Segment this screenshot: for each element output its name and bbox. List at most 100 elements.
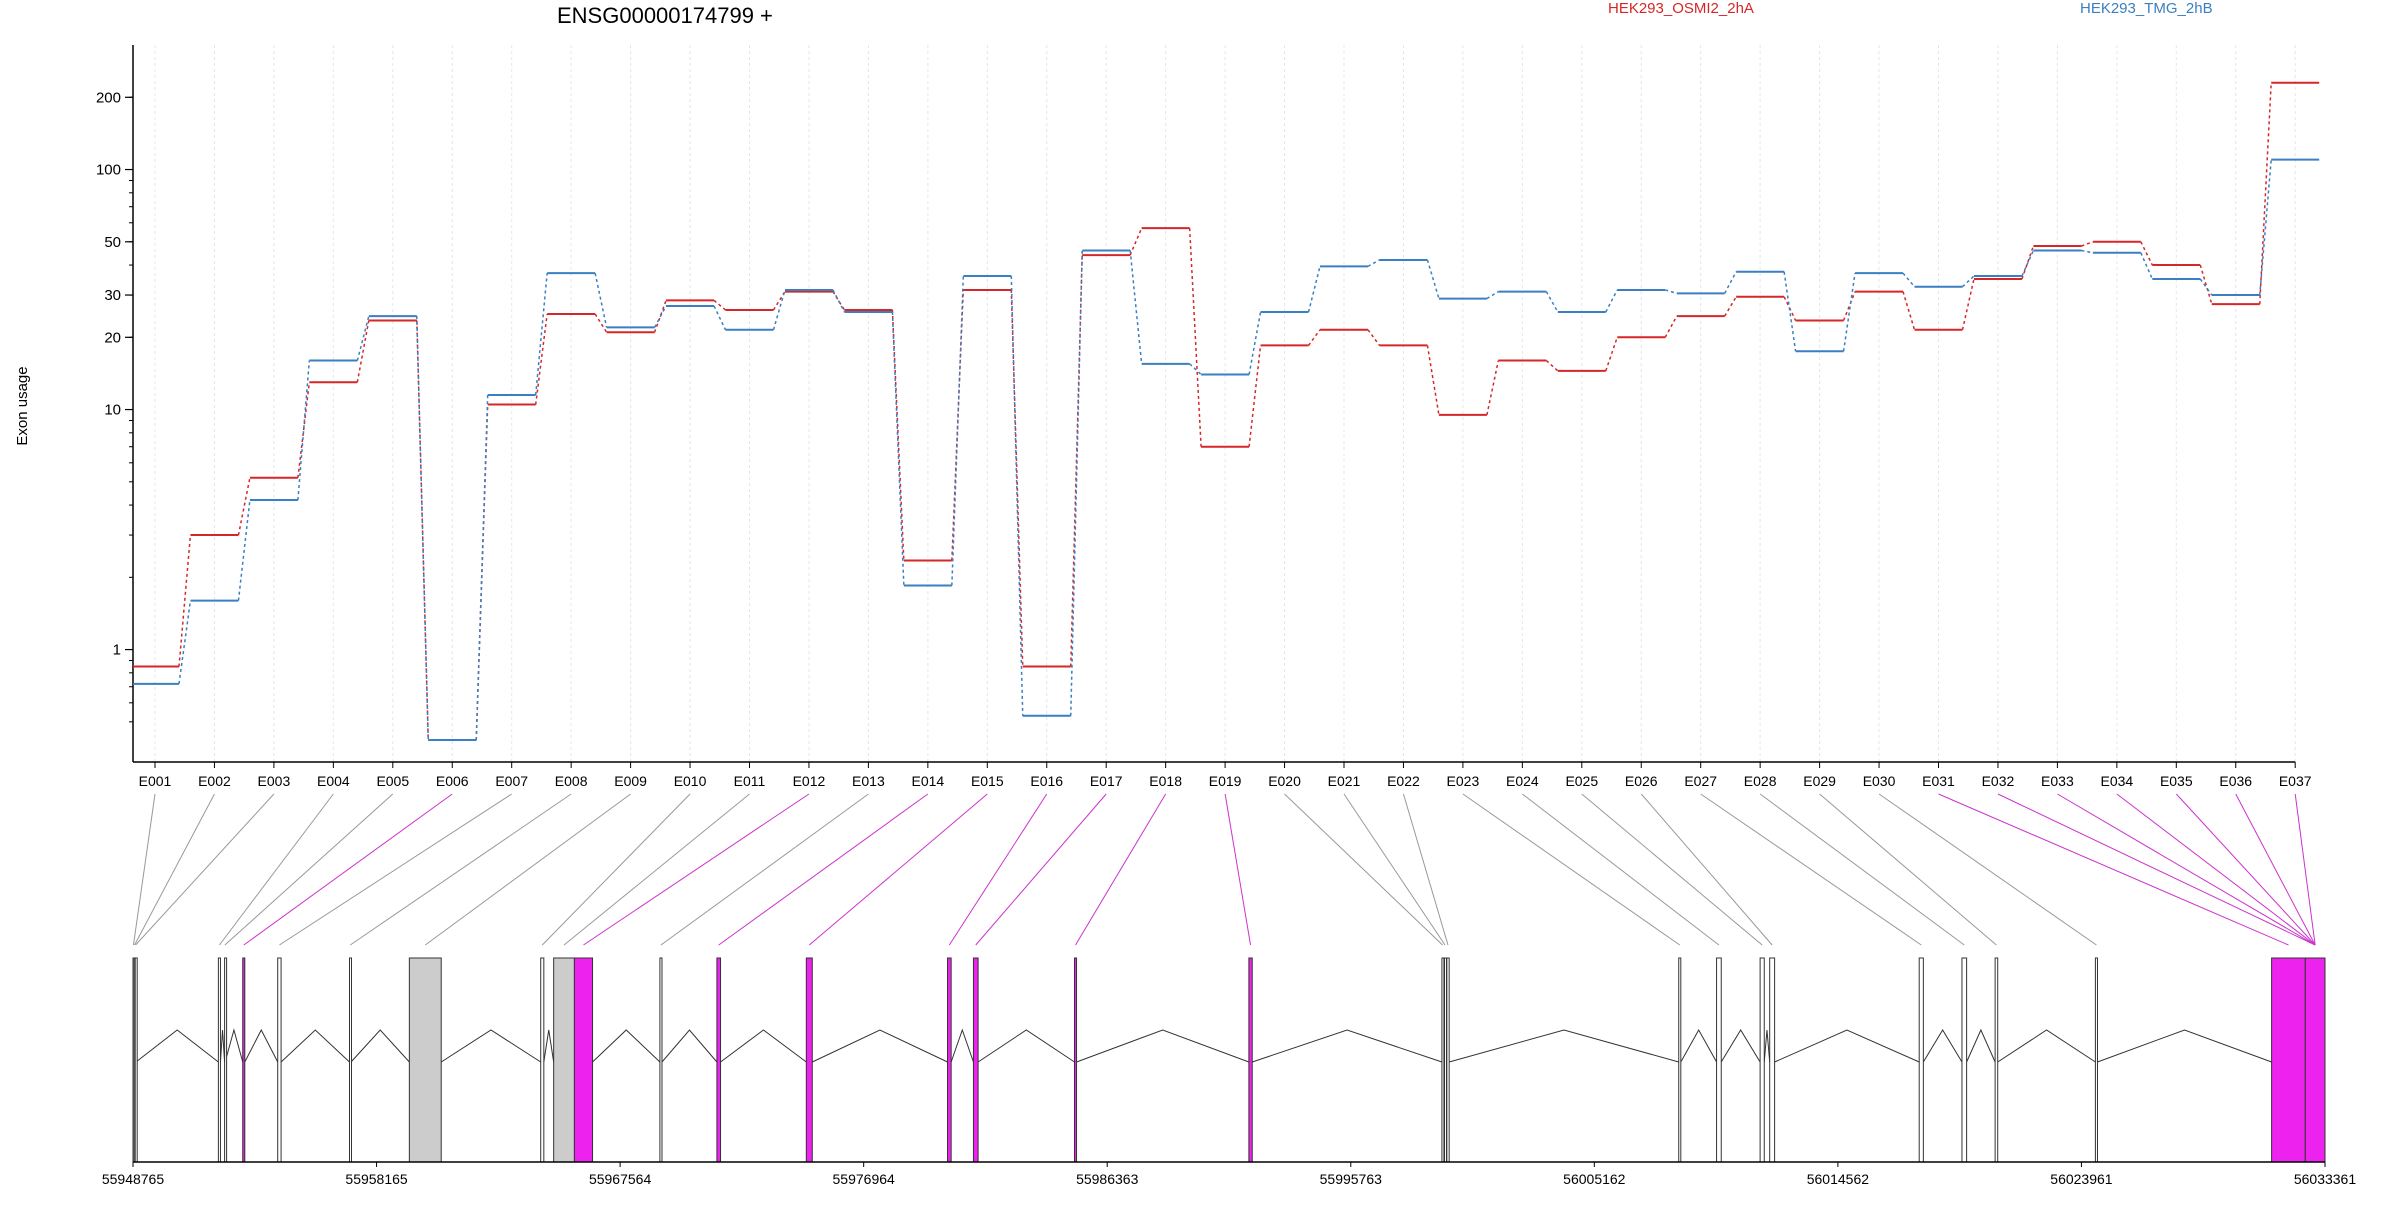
exon-connector-e032 [1997,793,2316,946]
exon-box-e027 [1918,957,1924,1163]
series-b-connector [1129,250,1143,364]
x-tick-label-e029: E029 [1803,773,1836,789]
exon-connector-e030 [1878,793,2097,946]
exon-connector-e003 [135,793,275,946]
x-tick-label-e037: E037 [2279,773,2312,789]
series-a-connector [1010,289,1024,667]
exon-connector-e004 [219,793,334,946]
series-b-connector [1665,289,1677,295]
series-b-connector [1961,275,1975,288]
exon-box-e030 [2094,957,2098,1163]
series-b-connector [2081,249,2093,254]
exon-box-e025 [1759,957,1765,1163]
exon-connector-e029 [1819,793,1997,946]
series-a-connector [297,382,311,478]
series-b-connector [1367,259,1380,268]
genomic-tick-label: 55986363 [1076,1171,1139,1187]
series-b-connector [2199,278,2213,296]
x-tick-label-e013: E013 [852,773,885,789]
exon-connector-e010 [541,793,691,946]
exon-connector-e011 [563,793,750,946]
x-tick-label-e001: E001 [139,773,172,789]
exon-connector-e025 [1581,793,1763,946]
series-b-connector [1724,271,1737,294]
genomic-tick-label: 55958165 [345,1171,408,1187]
exon-connector-e005 [224,793,394,946]
exon-box-e016 [947,957,952,1163]
series-a-connector [2259,82,2272,305]
x-tick-label-e021: E021 [1328,773,1361,789]
series-b-connector [1902,272,1916,288]
x-tick-label-e010: E010 [674,773,707,789]
exon-box-e012 [573,957,594,1163]
x-tick-label-e024: E024 [1506,773,1539,789]
series-b-connector [1248,311,1262,375]
series-b-connector [2021,250,2035,277]
exon-connector-e006 [243,793,453,946]
x-tick-label-e033: E033 [2041,773,2074,789]
legend-series-a: HEK293_OSMI2_2hA [1608,0,1754,17]
x-tick-label-e026: E026 [1625,773,1658,789]
series-b-connector [1783,271,1797,352]
x-tick-label-e019: E019 [1209,773,1242,789]
genomic-tick-label: 56005162 [1563,1171,1626,1187]
exon-connector-e015 [808,793,988,946]
exon-connector-e024 [1522,793,1720,946]
series-a-connector [1961,278,1975,330]
series-b-connector [1426,259,1440,299]
exon-box-e003 [134,957,138,1163]
x-tick-label-e032: E032 [1982,773,2015,789]
exon-connector-e014 [718,793,929,946]
x-tick-label-e015: E015 [971,773,1004,789]
exon-connector-e036 [2235,793,2316,946]
genomic-tick-label: 55967564 [589,1171,652,1187]
y-tick-label: 10 [104,402,121,419]
intron-line [1076,1029,1250,1063]
intron-line [440,1029,541,1063]
series-a-connector [1367,329,1381,346]
series-a-connector [951,289,965,561]
series-b-connector [772,289,786,330]
exon-box-e014 [716,957,722,1163]
series-a-connector [1664,315,1678,338]
series-b-connector [951,276,965,586]
exon-connector-e013 [660,793,869,946]
exon-connector-e017 [975,793,1107,946]
series-b-connector [832,289,846,313]
series-b-connector [594,273,608,328]
series-a-connector [178,534,192,667]
series-b-connector [475,394,489,741]
series-a-connector [2199,264,2213,305]
series-a-connector [1902,291,1916,330]
series-b-connector [1545,291,1559,313]
exon-box-e031 [2271,957,2306,1163]
exon-box-e020 [1441,957,1445,1163]
x-tick-label-e014: E014 [911,773,944,789]
series-b-connector [1486,290,1499,300]
x-tick-label-e034: E034 [2100,773,2133,789]
y-tick-label: 50 [104,234,121,251]
exon-connector-e012 [583,793,810,946]
series-b-connector [237,499,251,601]
genomic-tick-label: 56023961 [2050,1171,2113,1187]
exon-connector-e037 [2294,793,2316,946]
series-b-connector [534,273,548,396]
x-tick-label-e036: E036 [2219,773,2252,789]
series-a-connector [1188,228,1202,447]
series-b-connector [1842,273,1856,352]
x-tick-label-e028: E028 [1744,773,1777,789]
exon-box-e006 [242,957,246,1163]
y-tick-label: 30 [104,287,121,304]
exon-connector-e031 [1938,793,2289,946]
intron-line [812,1029,948,1063]
exon-box-e019 [1248,957,1253,1163]
intron-line [1763,1029,1771,1063]
y-tick-label: 1 [113,642,121,659]
series-b-connector [178,600,192,684]
series-a-connector [2140,241,2153,266]
intron-line [135,1029,219,1063]
exon-box-e024 [1716,957,1722,1163]
series-a-connector [1724,296,1737,317]
exon-box-e005 [224,957,228,1163]
